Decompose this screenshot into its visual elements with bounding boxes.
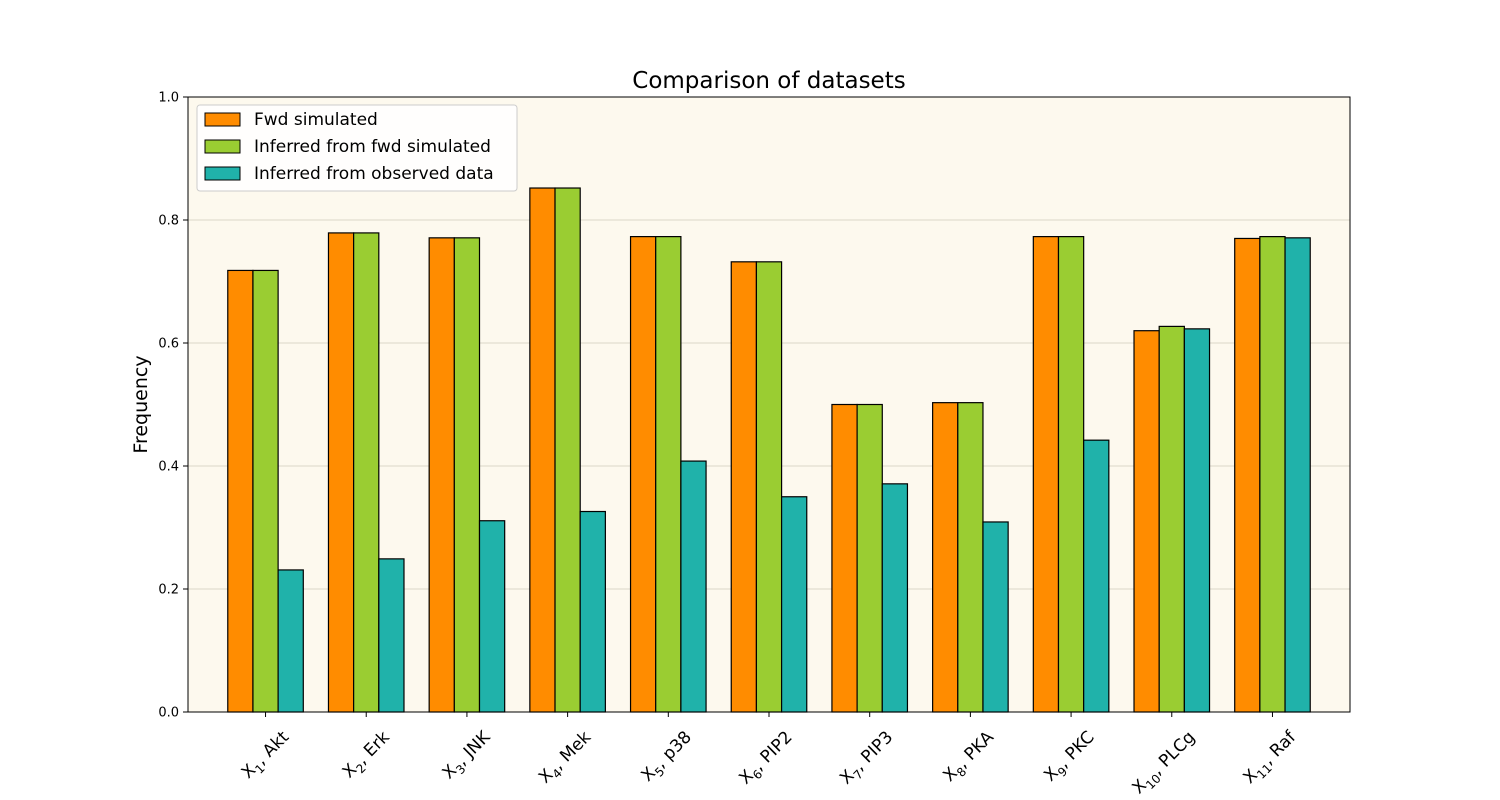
bar-3-6: [780, 496, 808, 713]
legend-label-3: Inferred from observed data: [254, 164, 494, 184]
bar-1-10: [1133, 330, 1160, 713]
y-tick-label: 1.0: [158, 91, 179, 106]
x-tick-label: X9, PKC: [1040, 727, 1100, 787]
bar-1-8: [932, 402, 959, 713]
x-tick-label: X2, Erk: [339, 727, 396, 784]
bar-1-3: [428, 237, 455, 713]
bar-2-5: [655, 236, 682, 713]
x-tick-label: X7, PIP3: [836, 727, 899, 790]
y-tick-label: 0.2: [158, 583, 179, 598]
bar-3-4: [579, 510, 606, 713]
y-tick-label: 0.0: [158, 706, 179, 721]
bar-2-8: [957, 402, 984, 713]
bar-2-10: [1158, 325, 1185, 713]
bar-2-3: [453, 237, 481, 713]
bar-1-9: [1032, 236, 1060, 713]
bar-3-9: [1083, 439, 1110, 713]
bar-2-7: [856, 403, 883, 713]
x-tick-label: X6, PIP2: [735, 727, 798, 790]
bar-2-4: [554, 187, 581, 713]
bar-1-11: [1234, 237, 1261, 713]
x-axis: X1, Akt X2, Erk X3, JNK X4, Mek X5, p38 X6, P…: [238, 712, 1302, 800]
bar-1-2: [327, 232, 355, 713]
legend-box: [196, 104, 518, 192]
legend-swatch-1: [204, 112, 241, 127]
bar-1-6: [730, 261, 758, 713]
bar-3-2: [378, 558, 405, 713]
x-tick-label: X8, PKA: [939, 727, 1000, 788]
bar-2-2: [353, 232, 380, 713]
legend-swatch-3: [204, 166, 241, 181]
bar-2-9: [1057, 236, 1085, 713]
x-tick-label: X4, Mek: [535, 727, 597, 789]
x-tick-label: X10, PLCg: [1128, 727, 1201, 800]
y-tick-label: 0.4: [158, 460, 179, 475]
x-tick-label: X11, Raf: [1239, 727, 1302, 790]
x-tick-label: X3, JNK: [439, 727, 498, 786]
bar-1-5: [629, 236, 657, 713]
bar-3-5: [680, 460, 707, 713]
bar-1-4: [529, 187, 556, 713]
y-tick-label: 0.6: [158, 337, 179, 352]
bar-2-11: [1259, 236, 1286, 713]
bars: [227, 187, 1311, 713]
chart-title: Comparison of datasets: [632, 68, 905, 94]
y-axis-label: Frequency: [130, 355, 152, 453]
y-axis: 0.0 0.2 0.4 0.6 0.8 1.0: [158, 91, 188, 721]
legend-label-1: Fwd simulated: [254, 110, 378, 130]
bar-3-1: [277, 569, 304, 713]
bar-3-3: [478, 520, 506, 713]
bar-1-1: [227, 269, 254, 713]
bar-2-6: [755, 261, 783, 713]
legend: Fwd simulated Inferred from fwd simulated…: [196, 104, 518, 192]
legend-swatch-2: [204, 139, 241, 154]
bar-3-11: [1284, 237, 1311, 713]
legend-label-2: Inferred from fwd simulated: [254, 137, 491, 157]
x-tick-label: X5, p38: [637, 727, 697, 787]
bar-3-8: [982, 521, 1009, 713]
bar-2-1: [252, 269, 279, 713]
bar-1-7: [831, 403, 858, 713]
y-tick-label: 0.8: [158, 214, 179, 229]
x-tick-label: X1, Akt: [238, 727, 296, 785]
bar-3-10: [1183, 328, 1211, 713]
bar-3-7: [881, 483, 909, 713]
